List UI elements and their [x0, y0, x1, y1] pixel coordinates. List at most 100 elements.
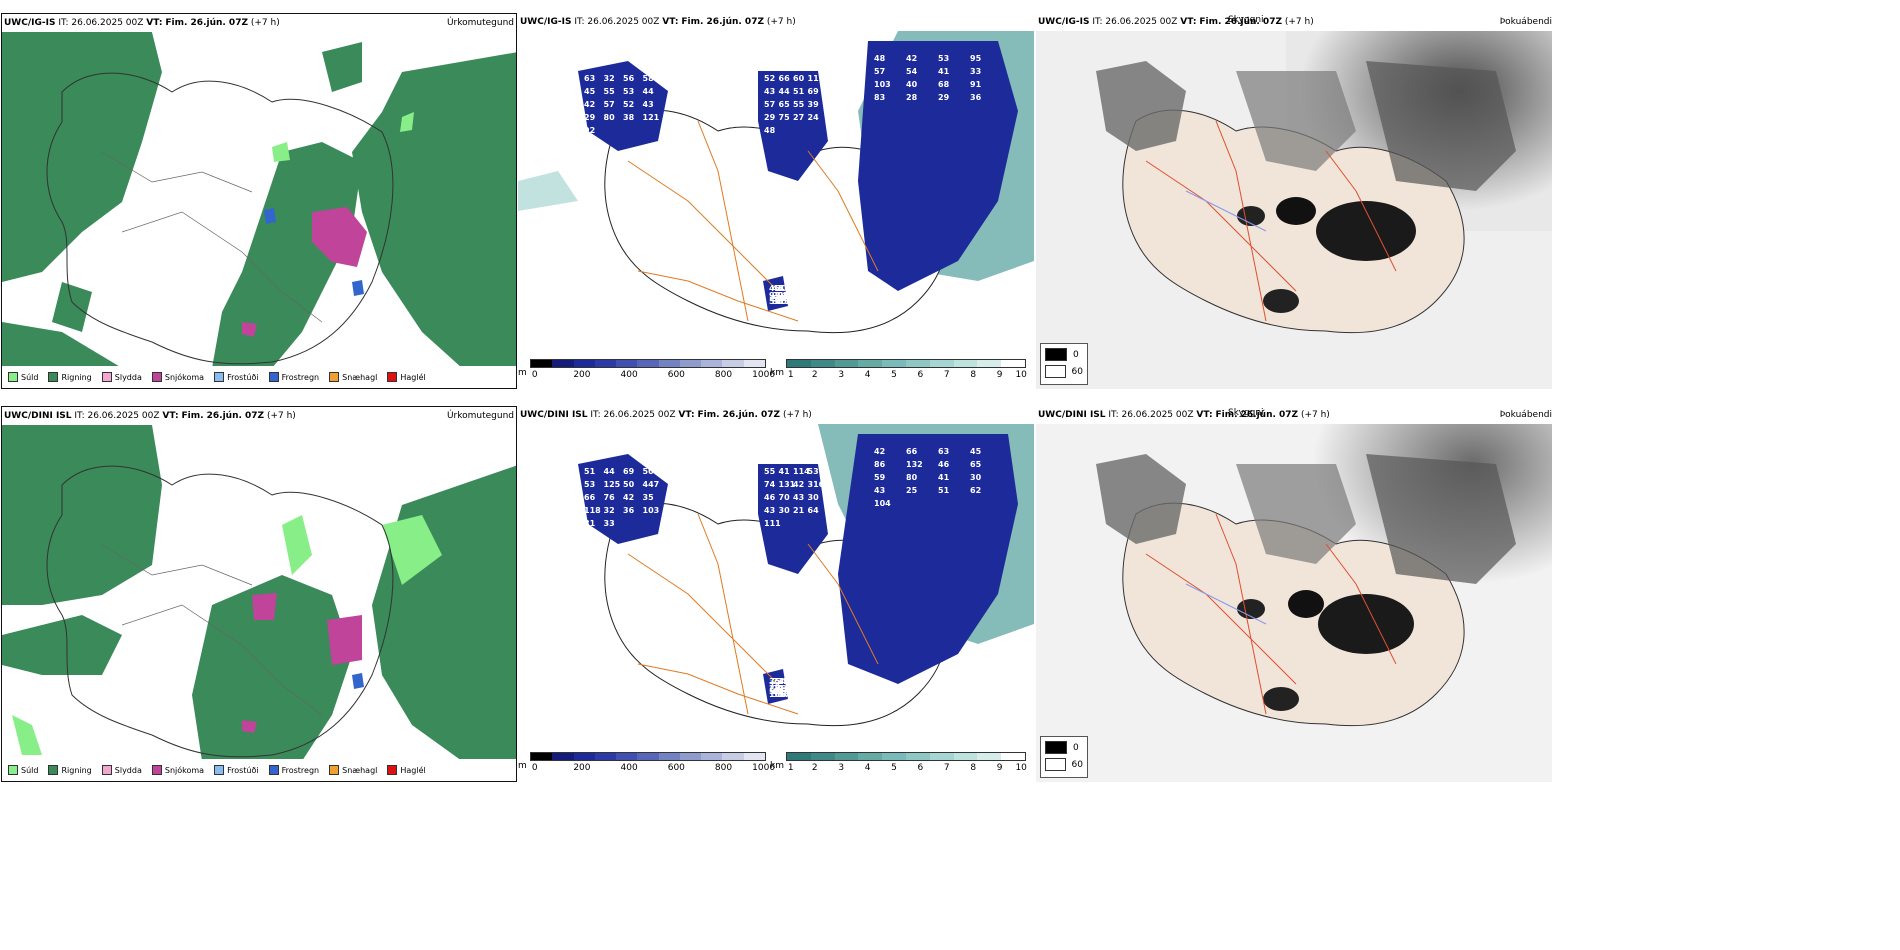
it-label: IT: — [590, 410, 601, 420]
ceiling-value-label: 150 — [776, 690, 793, 699]
ceiling-value-label: 118 — [584, 506, 601, 515]
ceiling-value-label: 33 — [970, 67, 981, 76]
panel-header: UWC/DINI ISL IT: 26.06.2025 00Z VT: Fim.… — [1038, 410, 1330, 420]
colorbar-ticks: 0 200 400 600 800 1000 — [531, 370, 776, 380]
ceiling-value-label: 41 — [779, 467, 791, 476]
vt-label: VT: — [1196, 410, 1213, 420]
ceiling-value-label: 20 — [776, 284, 788, 293]
colorbar-strip — [786, 359, 1026, 368]
lead-time: (+7 h) — [266, 411, 296, 421]
vt-value: Fim. 26.jún. 07Z — [165, 18, 248, 28]
ceiling-value-label: 46 — [938, 460, 950, 469]
ceiling-value-label: 33 — [604, 519, 615, 528]
ceiling-value-label: 80 — [906, 473, 918, 482]
ceiling-value-label: 53 — [584, 480, 595, 489]
ceiling-value-label: 71 — [772, 677, 784, 686]
panel-title: Þokuábendi — [1499, 17, 1552, 27]
ceiling-value-label: 44 — [643, 87, 655, 96]
ceiling-value-label: 132 — [906, 460, 923, 469]
ceiling-value-label: 35 — [776, 687, 788, 696]
ceiling-value-label: 78 — [776, 684, 788, 693]
lead-time: (+7 h) — [250, 18, 280, 28]
ceiling-value-label: 57 — [779, 690, 790, 699]
ceiling-value-label: 89 — [779, 294, 791, 303]
lead-time: (+7 h) — [1284, 17, 1314, 27]
ceiling-value-label: 68 — [938, 80, 950, 89]
panel-title: Skyggni — [1228, 408, 1264, 418]
ceiling-value-label: 76 — [604, 493, 616, 502]
ceiling-value-label: 47 — [779, 284, 790, 293]
ceiling-value-label: 42 — [793, 480, 804, 489]
lead-time: (+7 h) — [1300, 410, 1330, 420]
ceiling-value-label: 119 — [808, 74, 825, 83]
fog-map — [1036, 31, 1552, 389]
fog-legend: 0 60 — [1040, 736, 1088, 778]
ceiling-value-label: 75 — [779, 113, 791, 122]
ceiling-value-label: 131 — [779, 480, 796, 489]
colorbar-ticks: 1 2 3 4 5 6 7 8 9 10 — [787, 370, 1027, 380]
ceiling-value-label: 19 — [779, 291, 791, 300]
ceiling-value-label: 55 — [764, 467, 776, 476]
ceiling-value-label: 35 — [643, 493, 655, 502]
legend-item: Snæhagl — [329, 765, 377, 775]
legend-swatch — [329, 372, 340, 382]
model-name: UWC/DINI ISL — [4, 411, 72, 421]
ceiling-value-label: 54 — [776, 677, 788, 686]
ceiling-colorbar: 0 200 400 600 800 1000 m — [518, 752, 775, 778]
ceiling-value-label: 108 — [779, 687, 796, 696]
panel-title: Skyggni — [1228, 15, 1264, 25]
panel-header: UWC/DINI ISL IT: 26.06.2025 00Z VT: Fim.… — [520, 410, 812, 420]
ceiling-value-label: 168 — [779, 684, 796, 693]
ceiling-value-label: 45 — [584, 87, 596, 96]
ceiling-value-label: 57 — [874, 67, 885, 76]
ceiling-value-label: 41 — [938, 473, 950, 482]
ceiling-value-label: 43 — [874, 486, 885, 495]
ceiling-value-label: 42 — [874, 447, 885, 456]
model-name: UWC/IG-IS — [4, 18, 56, 28]
it-value: 26.06.2025 00Z — [587, 17, 660, 27]
vt-value: Fim. 26.jún. 07Z — [181, 411, 265, 421]
ceiling-value-label: 48 — [764, 126, 776, 135]
it-value: 26.06.2025 00Z — [1105, 17, 1178, 27]
legend-item: Snjókoma — [151, 765, 204, 775]
colorbar-strip — [530, 752, 766, 761]
legend-swatch — [214, 765, 225, 775]
ceiling-value-label: 103 — [643, 506, 660, 515]
fog-legend: 0 60 — [1040, 343, 1088, 385]
precip-type-panel-dini: UWC/DINI ISL IT: 26.06.2025 00Z VT: Fim.… — [1, 406, 517, 782]
ceiling-value-label: 62 — [970, 486, 981, 495]
ceiling-value-label: 30 — [970, 473, 982, 482]
ceiling-value-label: 42 — [906, 54, 917, 63]
vt-value: Fim. 26.jún. 07Z — [697, 410, 781, 420]
it-label: IT: — [1108, 410, 1119, 420]
panel-header: UWC/DINI ISL IT: 26.06.2025 00Z VT: Fim.… — [4, 411, 296, 421]
legend-swatch — [387, 372, 398, 382]
precip-map — [2, 32, 516, 368]
it-value: 26.06.2025 00Z — [71, 18, 144, 28]
precip-legend: Súld Rigning Slydda Snjókoma Frostúði Fr… — [2, 759, 516, 781]
ceiling-value-label: 55 — [776, 294, 788, 303]
legend-swatch — [387, 765, 398, 775]
ceiling-value-label: 44 — [779, 87, 791, 96]
legend-swatch — [268, 372, 279, 382]
legend-item: Súld — [8, 372, 38, 382]
precip-type-panel-ig: UWC/IG-IS IT: 26.06.2025 00Z VT: Fim. 26… — [1, 13, 517, 389]
ceiling-value-label: 38 — [772, 297, 784, 306]
ceiling-value-label: 125 — [604, 480, 621, 489]
ceiling-value-label: 63 — [938, 447, 949, 456]
vt-label: VT: — [1180, 17, 1197, 27]
legend-item: Rigning — [48, 372, 92, 382]
ceiling-value-label: 121 — [643, 113, 660, 122]
panel-header: UWC/IG-IS IT: 26.06.2025 00Z VT: Fim. 26… — [520, 17, 796, 27]
ceiling-value-label: 32 — [604, 74, 615, 83]
panel-title: Úrkomutegund — [446, 411, 514, 421]
ceiling-value-label: 74 — [764, 480, 776, 489]
ceiling-value-label: 91 — [970, 80, 982, 89]
legend-swatch — [101, 765, 112, 775]
ceiling-value-label: 70 — [779, 493, 791, 502]
legend-swatch — [214, 372, 225, 382]
ceiling-value-label: 52 — [769, 687, 780, 696]
ceiling-value-label: 24 — [772, 684, 784, 693]
ceiling-value-label: 40 — [906, 80, 918, 89]
